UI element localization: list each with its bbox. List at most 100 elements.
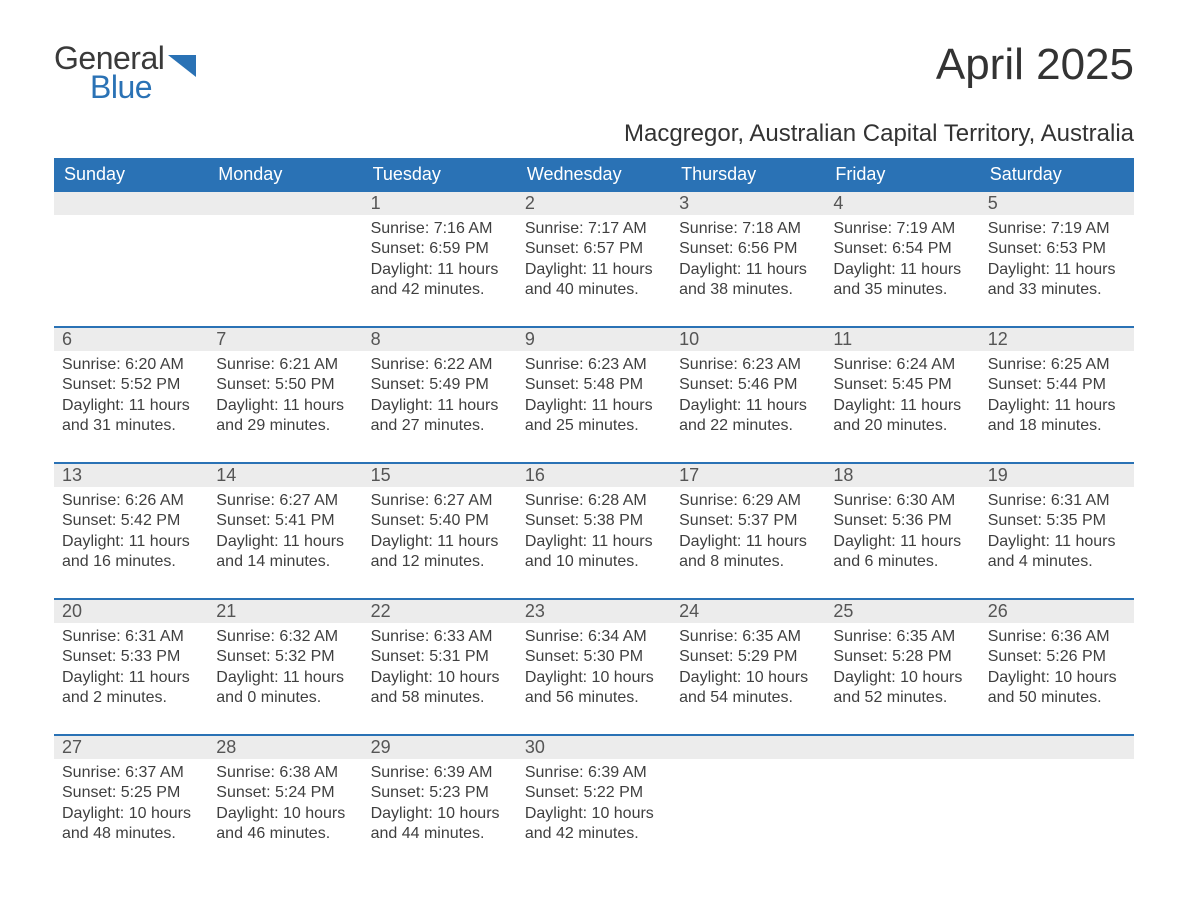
daylight-text: Daylight: 11 hours and 33 minutes. xyxy=(988,260,1126,301)
daylight-text: Daylight: 11 hours and 29 minutes. xyxy=(216,396,354,437)
sunset-text: Sunset: 5:31 PM xyxy=(371,647,509,667)
calendar-day-cell: 29Sunrise: 6:39 AMSunset: 5:23 PMDayligh… xyxy=(363,736,517,870)
sunrise-text: Sunrise: 6:37 AM xyxy=(62,763,200,783)
day-number: 21 xyxy=(208,600,362,623)
sunrise-text: Sunrise: 6:31 AM xyxy=(988,491,1126,511)
day-details: Sunrise: 6:33 AMSunset: 5:31 PMDaylight:… xyxy=(363,623,517,717)
day-number: 22 xyxy=(363,600,517,623)
day-number: 19 xyxy=(980,464,1134,487)
sunset-text: Sunset: 5:35 PM xyxy=(988,511,1126,531)
sunrise-text: Sunrise: 6:38 AM xyxy=(216,763,354,783)
daylight-text: Daylight: 11 hours and 22 minutes. xyxy=(679,396,817,437)
daylight-text: Daylight: 11 hours and 25 minutes. xyxy=(525,396,663,437)
day-number: 3 xyxy=(671,192,825,215)
day-details xyxy=(671,759,825,771)
calendar-day-cell: 21Sunrise: 6:32 AMSunset: 5:32 PMDayligh… xyxy=(208,600,362,734)
sunrise-text: Sunrise: 6:22 AM xyxy=(371,355,509,375)
daylight-text: Daylight: 10 hours and 56 minutes. xyxy=(525,668,663,709)
location-subtitle: Macgregor, Australian Capital Territory,… xyxy=(54,120,1134,148)
day-details: Sunrise: 6:39 AMSunset: 5:23 PMDaylight:… xyxy=(363,759,517,853)
calendar-day-cell: 23Sunrise: 6:34 AMSunset: 5:30 PMDayligh… xyxy=(517,600,671,734)
day-details: Sunrise: 7:16 AMSunset: 6:59 PMDaylight:… xyxy=(363,215,517,309)
calendar-week: 27Sunrise: 6:37 AMSunset: 5:25 PMDayligh… xyxy=(54,734,1134,870)
sunrise-text: Sunrise: 6:27 AM xyxy=(216,491,354,511)
page-title: April 2025 xyxy=(936,40,1134,90)
weekday-header: Monday xyxy=(208,158,362,192)
day-number: 5 xyxy=(980,192,1134,215)
calendar-day-cell: 3Sunrise: 7:18 AMSunset: 6:56 PMDaylight… xyxy=(671,192,825,326)
day-details: Sunrise: 6:28 AMSunset: 5:38 PMDaylight:… xyxy=(517,487,671,581)
daylight-text: Daylight: 11 hours and 20 minutes. xyxy=(833,396,971,437)
sunrise-text: Sunrise: 6:34 AM xyxy=(525,627,663,647)
calendar-day-cell: 25Sunrise: 6:35 AMSunset: 5:28 PMDayligh… xyxy=(825,600,979,734)
calendar-day-cell: 5Sunrise: 7:19 AMSunset: 6:53 PMDaylight… xyxy=(980,192,1134,326)
calendar-day-cell: 20Sunrise: 6:31 AMSunset: 5:33 PMDayligh… xyxy=(54,600,208,734)
calendar-week: 13Sunrise: 6:26 AMSunset: 5:42 PMDayligh… xyxy=(54,462,1134,598)
calendar-day-cell: 4Sunrise: 7:19 AMSunset: 6:54 PMDaylight… xyxy=(825,192,979,326)
daylight-text: Daylight: 11 hours and 10 minutes. xyxy=(525,532,663,573)
day-details: Sunrise: 7:17 AMSunset: 6:57 PMDaylight:… xyxy=(517,215,671,309)
sunrise-text: Sunrise: 6:29 AM xyxy=(679,491,817,511)
sunset-text: Sunset: 5:29 PM xyxy=(679,647,817,667)
weekday-header-row: SundayMondayTuesdayWednesdayThursdayFrid… xyxy=(54,158,1134,192)
sunset-text: Sunset: 5:42 PM xyxy=(62,511,200,531)
daylight-text: Daylight: 11 hours and 6 minutes. xyxy=(833,532,971,573)
sunrise-text: Sunrise: 6:39 AM xyxy=(525,763,663,783)
day-details: Sunrise: 6:20 AMSunset: 5:52 PMDaylight:… xyxy=(54,351,208,445)
calendar-day-cell: 9Sunrise: 6:23 AMSunset: 5:48 PMDaylight… xyxy=(517,328,671,462)
calendar-day-cell: 12Sunrise: 6:25 AMSunset: 5:44 PMDayligh… xyxy=(980,328,1134,462)
day-details: Sunrise: 6:39 AMSunset: 5:22 PMDaylight:… xyxy=(517,759,671,853)
calendar-day-cell: 14Sunrise: 6:27 AMSunset: 5:41 PMDayligh… xyxy=(208,464,362,598)
sunrise-text: Sunrise: 6:26 AM xyxy=(62,491,200,511)
calendar-day-cell: 15Sunrise: 6:27 AMSunset: 5:40 PMDayligh… xyxy=(363,464,517,598)
day-number: 14 xyxy=(208,464,362,487)
weekday-header: Tuesday xyxy=(363,158,517,192)
day-number xyxy=(54,192,208,215)
sunset-text: Sunset: 6:53 PM xyxy=(988,239,1126,259)
day-details xyxy=(208,215,362,227)
sunrise-text: Sunrise: 6:25 AM xyxy=(988,355,1126,375)
day-details: Sunrise: 6:26 AMSunset: 5:42 PMDaylight:… xyxy=(54,487,208,581)
daylight-text: Daylight: 10 hours and 42 minutes. xyxy=(525,804,663,845)
daylight-text: Daylight: 10 hours and 52 minutes. xyxy=(833,668,971,709)
day-number: 6 xyxy=(54,328,208,351)
sunrise-text: Sunrise: 6:24 AM xyxy=(833,355,971,375)
sunset-text: Sunset: 5:45 PM xyxy=(833,375,971,395)
day-number: 10 xyxy=(671,328,825,351)
day-details: Sunrise: 6:27 AMSunset: 5:40 PMDaylight:… xyxy=(363,487,517,581)
weekday-header: Wednesday xyxy=(517,158,671,192)
sunset-text: Sunset: 5:44 PM xyxy=(988,375,1126,395)
calendar-day-cell: 24Sunrise: 6:35 AMSunset: 5:29 PMDayligh… xyxy=(671,600,825,734)
sunset-text: Sunset: 5:38 PM xyxy=(525,511,663,531)
day-number: 4 xyxy=(825,192,979,215)
day-number: 2 xyxy=(517,192,671,215)
daylight-text: Daylight: 11 hours and 38 minutes. xyxy=(679,260,817,301)
day-details: Sunrise: 6:34 AMSunset: 5:30 PMDaylight:… xyxy=(517,623,671,717)
day-details: Sunrise: 7:19 AMSunset: 6:54 PMDaylight:… xyxy=(825,215,979,309)
day-details: Sunrise: 6:21 AMSunset: 5:50 PMDaylight:… xyxy=(208,351,362,445)
calendar-week: 6Sunrise: 6:20 AMSunset: 5:52 PMDaylight… xyxy=(54,326,1134,462)
sunset-text: Sunset: 5:37 PM xyxy=(679,511,817,531)
sunset-text: Sunset: 5:22 PM xyxy=(525,783,663,803)
day-details: Sunrise: 7:18 AMSunset: 6:56 PMDaylight:… xyxy=(671,215,825,309)
day-number: 26 xyxy=(980,600,1134,623)
sunrise-text: Sunrise: 6:32 AM xyxy=(216,627,354,647)
day-number xyxy=(980,736,1134,759)
day-details: Sunrise: 6:23 AMSunset: 5:48 PMDaylight:… xyxy=(517,351,671,445)
daylight-text: Daylight: 11 hours and 12 minutes. xyxy=(371,532,509,573)
calendar-day-cell: 19Sunrise: 6:31 AMSunset: 5:35 PMDayligh… xyxy=(980,464,1134,598)
day-number: 12 xyxy=(980,328,1134,351)
daylight-text: Daylight: 11 hours and 8 minutes. xyxy=(679,532,817,573)
calendar-day-cell: 30Sunrise: 6:39 AMSunset: 5:22 PMDayligh… xyxy=(517,736,671,870)
day-number: 11 xyxy=(825,328,979,351)
calendar-empty-cell xyxy=(671,736,825,870)
calendar-body: 1Sunrise: 7:16 AMSunset: 6:59 PMDaylight… xyxy=(54,192,1134,870)
calendar-page: General Blue April 2025 Macgregor, Austr… xyxy=(0,0,1188,870)
daylight-text: Daylight: 10 hours and 50 minutes. xyxy=(988,668,1126,709)
day-details: Sunrise: 6:24 AMSunset: 5:45 PMDaylight:… xyxy=(825,351,979,445)
sunset-text: Sunset: 5:41 PM xyxy=(216,511,354,531)
day-details: Sunrise: 6:25 AMSunset: 5:44 PMDaylight:… xyxy=(980,351,1134,445)
sunrise-text: Sunrise: 6:35 AM xyxy=(679,627,817,647)
calendar-day-cell: 11Sunrise: 6:24 AMSunset: 5:45 PMDayligh… xyxy=(825,328,979,462)
daylight-text: Daylight: 11 hours and 31 minutes. xyxy=(62,396,200,437)
